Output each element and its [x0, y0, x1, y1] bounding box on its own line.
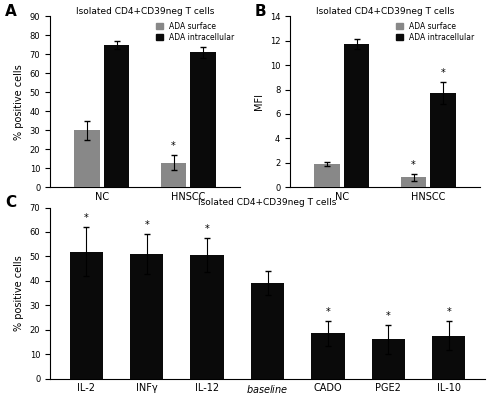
- Text: *: *: [144, 220, 149, 230]
- Text: *: *: [84, 213, 88, 223]
- Text: *: *: [386, 311, 390, 321]
- Bar: [104, 45, 130, 187]
- Bar: [190, 255, 224, 379]
- Bar: [430, 93, 456, 187]
- Bar: [190, 53, 216, 187]
- Title: Isolated CD4+CD39neg T cells: Isolated CD4+CD39neg T cells: [316, 7, 454, 15]
- Title: Isolated CD4+CD39neg T cells: Isolated CD4+CD39neg T cells: [76, 7, 214, 15]
- Bar: [344, 44, 369, 187]
- Bar: [432, 336, 466, 379]
- Text: *: *: [171, 141, 176, 151]
- Text: *: *: [440, 68, 445, 78]
- Text: B: B: [255, 4, 266, 19]
- Text: *: *: [446, 307, 451, 317]
- Y-axis label: MFI: MFI: [254, 93, 264, 110]
- Bar: [160, 162, 186, 187]
- Legend: ADA surface, ADA intracellular: ADA surface, ADA intracellular: [394, 20, 476, 44]
- Y-axis label: % positive cells: % positive cells: [14, 255, 24, 331]
- Bar: [70, 252, 103, 379]
- Text: *: *: [326, 307, 330, 317]
- Bar: [400, 177, 426, 187]
- Text: *: *: [204, 224, 210, 234]
- Bar: [314, 164, 340, 187]
- Bar: [130, 254, 164, 379]
- Bar: [312, 333, 344, 379]
- Text: A: A: [5, 4, 17, 19]
- Text: C: C: [5, 195, 16, 210]
- Bar: [74, 130, 100, 187]
- Title: Isolated CD4+CD39neg T cells: Isolated CD4+CD39neg T cells: [198, 198, 336, 207]
- Text: *: *: [411, 160, 416, 170]
- Y-axis label: % positive cells: % positive cells: [14, 64, 24, 140]
- Bar: [251, 283, 284, 379]
- Bar: [372, 339, 405, 379]
- Legend: ADA surface, ADA intracellular: ADA surface, ADA intracellular: [154, 20, 236, 44]
